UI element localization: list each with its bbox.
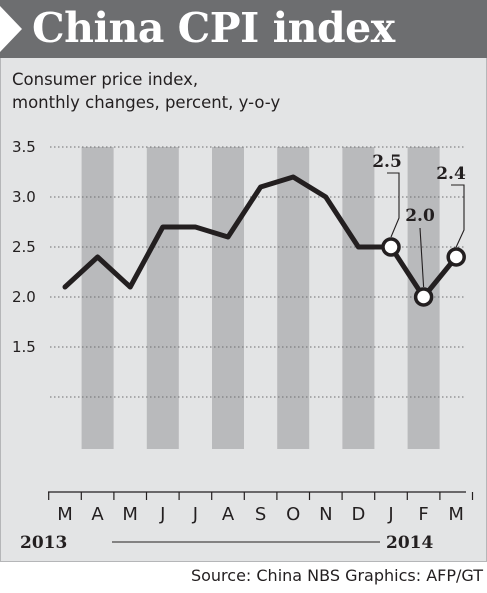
- arrow-icon: [0, 6, 22, 52]
- stripe-column: [277, 147, 310, 449]
- year-label-2014: 2014: [386, 533, 433, 553]
- subtitle-line-1: Consumer price index,: [12, 70, 199, 89]
- callout-line: [387, 172, 400, 238]
- cpi-line: [62, 174, 459, 300]
- stripe-column: [342, 147, 375, 449]
- x-tick-label: F: [418, 504, 428, 525]
- stripe-column: [81, 147, 114, 449]
- subtitle-line-2: monthly changes, percent, y-o-y: [12, 93, 281, 112]
- stripe-column: [212, 147, 244, 449]
- callout-line: [419, 227, 425, 288]
- x-tick-label: M: [448, 504, 464, 525]
- point-marker: [381, 237, 401, 257]
- point-marker: [413, 287, 434, 307]
- x-tick-label: N: [319, 504, 332, 525]
- chart-title: China CPI index: [32, 4, 395, 52]
- x-tick-label: M: [57, 504, 73, 525]
- stripe-column: [146, 147, 179, 449]
- y-tick-label: 3.0: [12, 188, 36, 206]
- data-label: 2.5: [372, 152, 402, 172]
- x-tick-label: D: [351, 504, 365, 525]
- data-label: 2.4: [436, 164, 466, 184]
- x-tick-label: S: [255, 504, 266, 525]
- source-note: Source: China NBS Graphics: AFP/GT: [190, 566, 483, 585]
- y-tick-label: 2.0: [12, 288, 36, 306]
- y-tick-label: 3.5: [12, 138, 36, 156]
- x-tick-label: J: [387, 504, 393, 525]
- x-tick-label: O: [286, 504, 300, 525]
- x-tick-label: J: [159, 504, 165, 525]
- x-tick-label: M: [122, 504, 138, 525]
- data-label: 2.0: [405, 206, 435, 226]
- x-tick-label: A: [222, 504, 235, 525]
- y-tick-label: 1.5: [12, 338, 36, 356]
- year-label-2013: 2013: [20, 533, 67, 553]
- y-tick-label: 2.5: [12, 238, 36, 256]
- title-banner: China CPI index: [0, 0, 487, 58]
- point-marker: [446, 247, 466, 267]
- callout-line: [451, 184, 465, 248]
- x-tick-label: A: [91, 504, 104, 525]
- x-tick-label: J: [192, 504, 198, 525]
- chart-subtitle: Consumer price index, monthly changes, p…: [12, 68, 280, 114]
